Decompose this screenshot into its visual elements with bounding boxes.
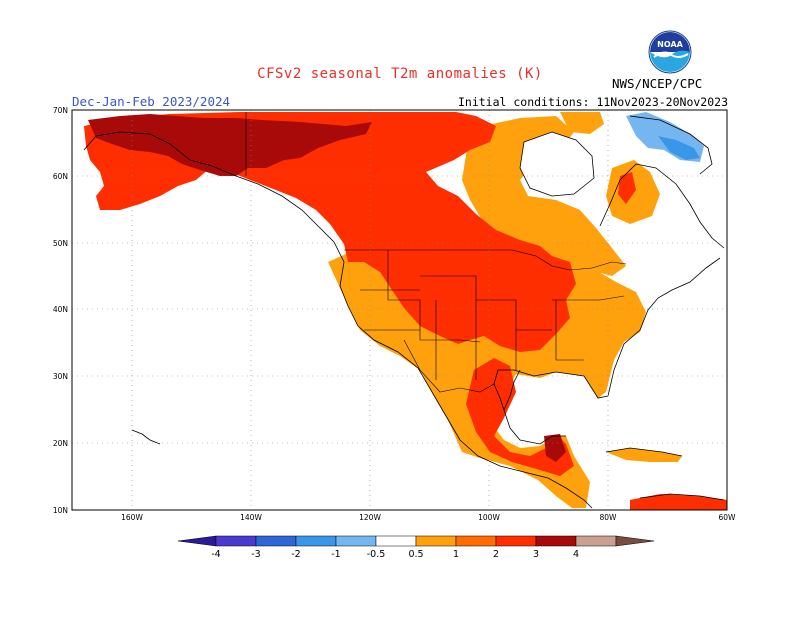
anomaly-region-caribbean — [606, 448, 682, 462]
lon-label-60w: 60W — [719, 513, 737, 522]
anomaly-region-1-2 — [84, 112, 576, 352]
lat-label-40n: 40N — [53, 305, 68, 314]
anomaly-region-neg-strong — [658, 136, 700, 160]
political-borders — [245, 112, 627, 393]
lat-axis: 70N 60N 50N 40N 30N 20N 10N — [53, 106, 68, 515]
lon-axis: 160W 140W 120W 100W 80W 60W — [121, 513, 736, 522]
logo-text: NOAA — [657, 40, 683, 49]
colorbar-label: -1 — [331, 549, 340, 560]
colorbar-segment — [255, 535, 297, 547]
lon-label-140w: 140W — [240, 513, 262, 522]
colorbar-segment — [215, 535, 257, 547]
coastlines — [83, 115, 725, 509]
colorbar-arrow-left — [177, 535, 217, 547]
lat-label-70n: 70N — [53, 106, 68, 115]
colorbar-label: 1 — [453, 549, 459, 560]
colorbar-segment — [415, 535, 457, 547]
lat-label-50n: 50N — [53, 239, 68, 248]
agency-label: NWS/NCEP/CPC — [612, 76, 703, 91]
lon-label-160w: 160W — [121, 513, 143, 522]
forecast-period: Dec-Jan-Feb 2023/2024 — [72, 94, 231, 109]
initial-conditions: Initial conditions: 11Nov2023-20Nov2023 — [457, 95, 728, 109]
colorbar-label: 0.5 — [408, 549, 423, 560]
colorbar-segment — [335, 535, 377, 547]
colorbar-label: -3 — [251, 549, 260, 560]
anomaly-region-05-1-arctic — [560, 112, 604, 134]
colorbar-label: 4 — [573, 549, 579, 560]
colorbar-label: -0.5 — [367, 549, 386, 560]
colorbar-label: 2 — [493, 549, 499, 560]
colorbar-segment — [455, 535, 497, 547]
anomaly-region-1-2-greenland — [618, 172, 636, 204]
colorbar-segment — [575, 535, 617, 547]
colorbar-segment — [535, 535, 577, 547]
lat-label-10n: 10N — [53, 506, 68, 515]
colorbar-label: -4 — [211, 549, 220, 560]
map-title: CFSv2 seasonal T2m anomalies (K) — [257, 66, 543, 82]
lat-label-60n: 60N — [53, 172, 68, 181]
graticule — [72, 110, 727, 510]
lon-label-100w: 100W — [478, 513, 500, 522]
noaa-logo: NOAA — [648, 30, 692, 74]
neutral-hudson-bay — [520, 132, 594, 196]
lat-label-20n: 20N — [53, 439, 68, 448]
anomaly-region-south-america — [630, 494, 727, 510]
colorbar-segment — [495, 535, 537, 547]
colorbar: -4 -3 -2 -1 -0.5 0.5 1 2 3 4 — [177, 535, 655, 560]
colorbar-segment — [375, 535, 417, 547]
lat-label-30n: 30N — [53, 372, 68, 381]
map-frame — [71, 109, 728, 511]
lon-label-120w: 120W — [359, 513, 381, 522]
anomaly-region-2-3-mexico — [544, 434, 566, 462]
colorbar-label: 3 — [533, 549, 539, 560]
lon-label-80w: 80W — [600, 513, 618, 522]
colorbar-label: -2 — [291, 549, 300, 560]
colorbar-arrow-right — [615, 535, 655, 547]
anomaly-region-2-3 — [88, 114, 372, 176]
anomaly-region-1-2-mexico — [466, 358, 574, 476]
anomaly-shading — [84, 112, 727, 510]
colorbar-segment — [295, 535, 337, 547]
